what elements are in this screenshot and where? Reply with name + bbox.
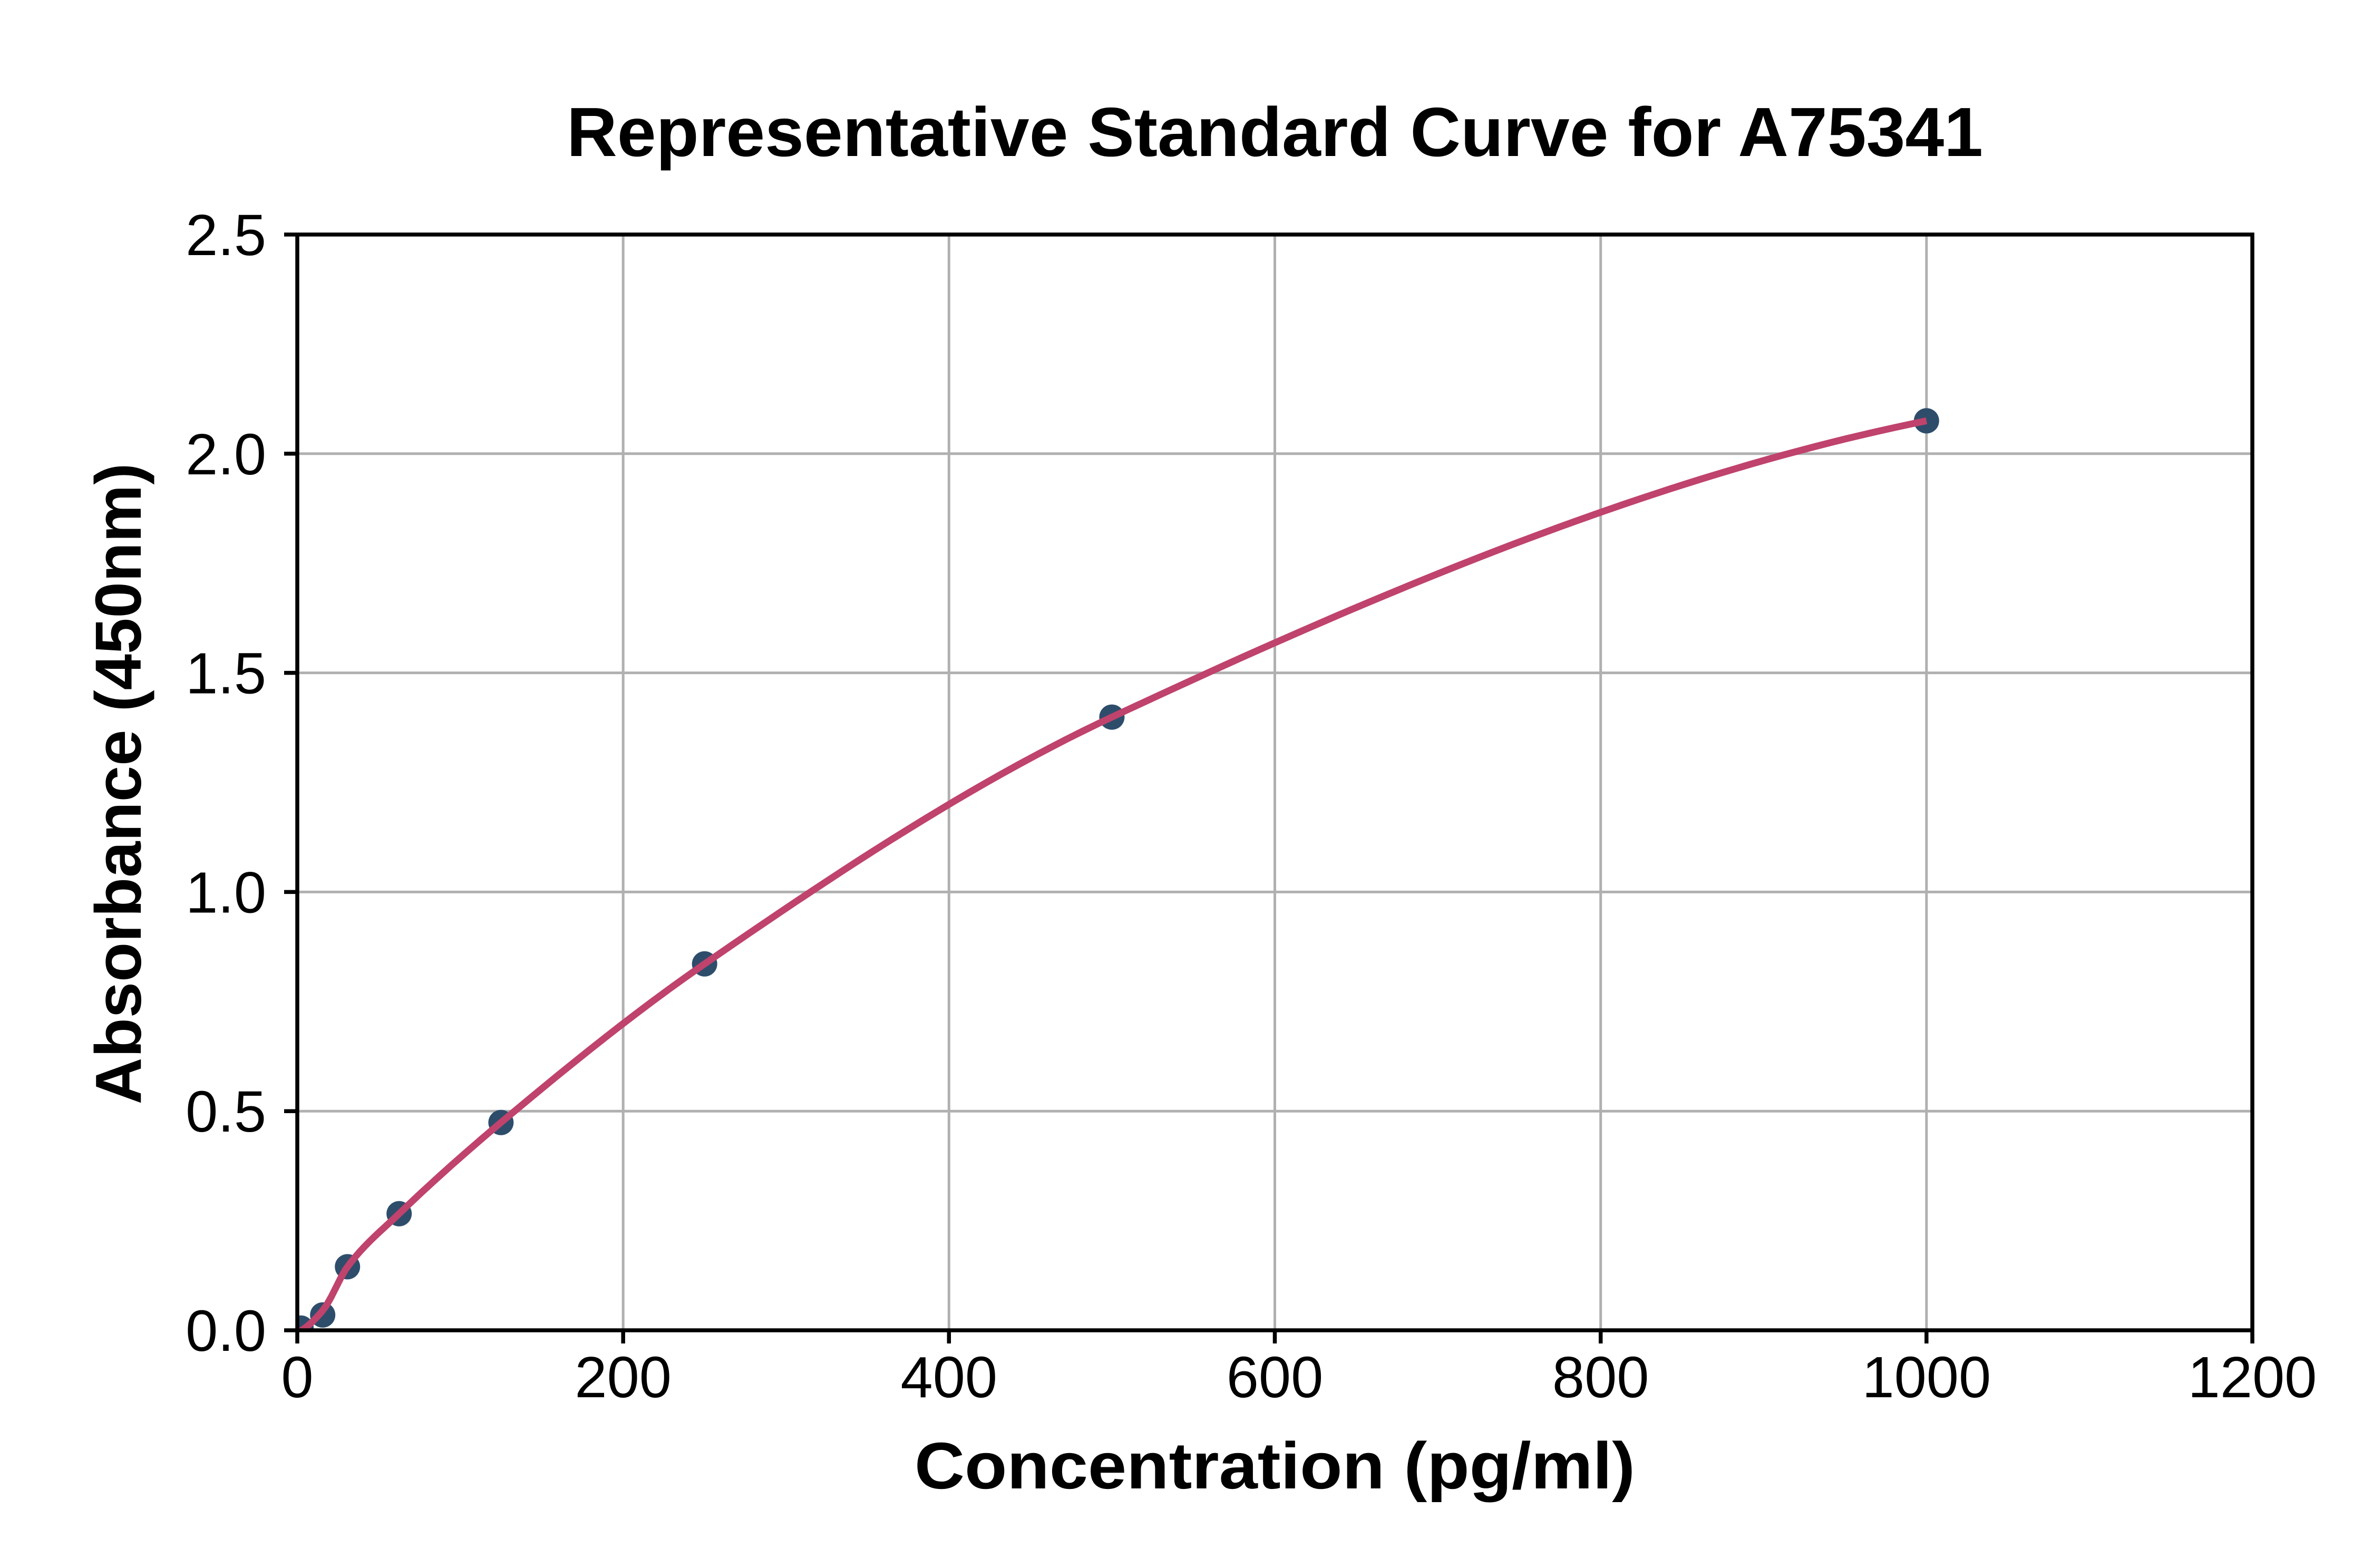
svg-text:0.0: 0.0 [186, 1299, 266, 1364]
svg-text:0.5: 0.5 [186, 1079, 266, 1144]
svg-text:1000: 1000 [1862, 1345, 1991, 1410]
svg-text:Representative Standard Curve: Representative Standard Curve for A75341 [567, 93, 1983, 171]
svg-text:600: 600 [1227, 1345, 1324, 1410]
svg-text:1.5: 1.5 [186, 641, 266, 706]
svg-text:2.0: 2.0 [186, 422, 266, 487]
svg-text:200: 200 [575, 1345, 672, 1410]
svg-text:800: 800 [1552, 1345, 1649, 1410]
svg-text:0: 0 [281, 1345, 313, 1410]
svg-text:400: 400 [901, 1345, 998, 1410]
svg-text:Concentration (pg/ml): Concentration (pg/ml) [915, 1429, 1635, 1503]
svg-text:2.5: 2.5 [186, 203, 266, 268]
svg-text:1.0: 1.0 [186, 860, 266, 925]
svg-text:1200: 1200 [2188, 1345, 2317, 1410]
svg-text:Absorbance (450nm): Absorbance (450nm) [83, 463, 155, 1105]
